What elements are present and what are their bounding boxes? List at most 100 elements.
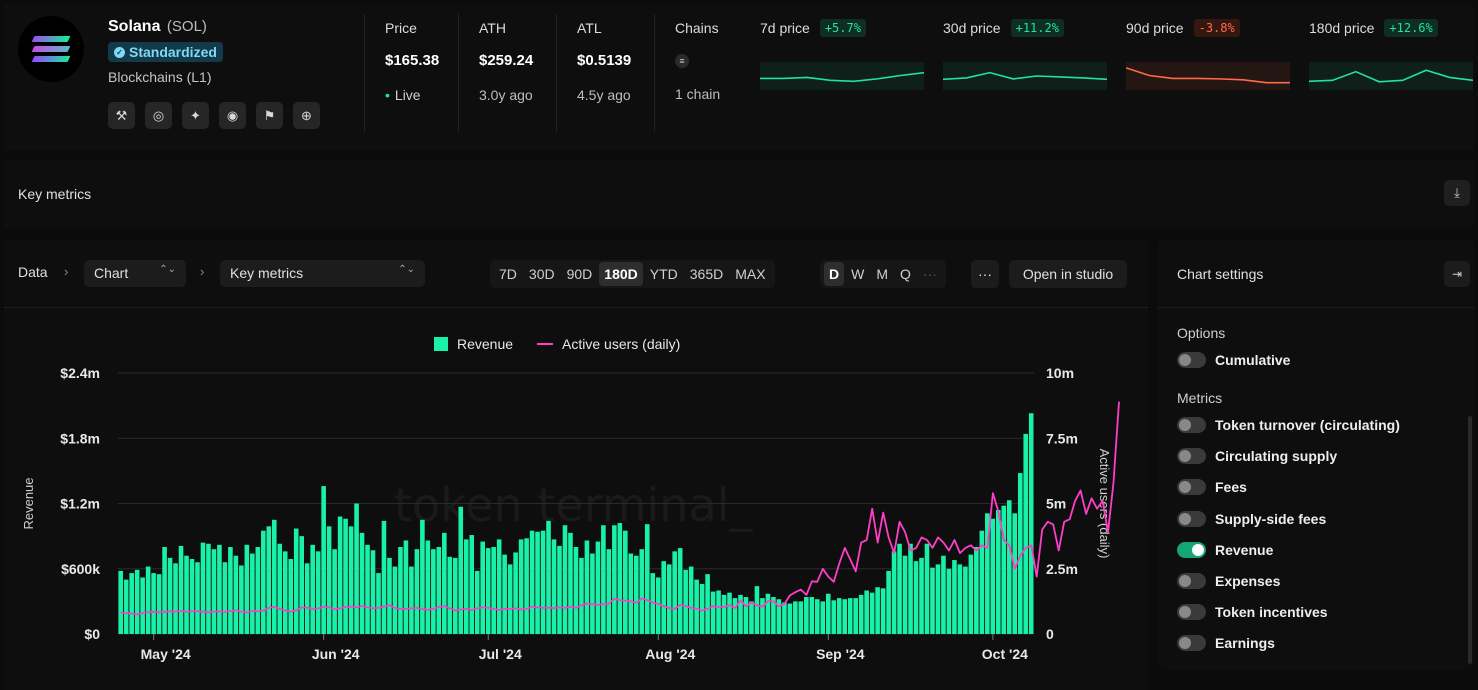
revenue-bar[interactable] [189,558,195,634]
revenue-bar[interactable] [414,549,420,635]
revenue-bar[interactable] [228,547,233,634]
price-change-1[interactable]: 30d price +11.2% [943,14,1109,100]
revenue-bar[interactable] [743,597,749,634]
settings-scrollbar[interactable] [1468,416,1472,664]
revenue-bar[interactable] [310,544,315,634]
revenue-bar[interactable] [1028,413,1034,634]
revenue-bar[interactable] [513,552,518,634]
revenue-bar[interactable] [551,539,557,634]
revenue-bar[interactable] [710,591,716,634]
metric-circulating-supply[interactable]: Circulating supply [1177,448,1337,465]
revenue-bar[interactable] [793,601,798,635]
revenue-bar[interactable] [173,563,178,634]
revenue-bar[interactable] [293,528,299,634]
twitter-icon[interactable]: ✦ [182,102,209,129]
revenue-bar[interactable] [442,532,447,634]
revenue-bar[interactable] [974,547,979,634]
revenue-bar[interactable] [776,599,782,634]
revenue-bar[interactable] [858,594,864,634]
revenue-bar[interactable] [979,530,985,634]
revenue-bar[interactable] [431,549,436,635]
revenue-bar[interactable] [118,570,123,635]
revenue-bar[interactable] [820,601,826,635]
globe-icon[interactable]: ⊕ [293,102,320,129]
revenue-bar[interactable] [255,547,261,634]
granularity-option-q[interactable]: Q [900,266,911,282]
toggle-switch[interactable] [1177,541,1206,558]
revenue-bar[interactable] [891,551,897,634]
revenue-bar[interactable] [568,532,573,634]
revenue-bar[interactable] [1001,505,1007,634]
metric-token-turnover-circulating[interactable]: Token turnover (circulating) [1177,417,1400,433]
legend-revenue[interactable]: Revenue [434,336,513,352]
revenue-bar[interactable] [403,540,409,635]
metric-earnings[interactable]: Earnings [1177,635,1275,652]
revenue-bar[interactable] [1006,500,1012,634]
revenue-bar[interactable] [683,569,688,634]
revenue-bar[interactable] [1012,513,1018,634]
revenue-bar[interactable] [200,542,206,634]
revenue-bar[interactable] [557,545,562,634]
range-option-365d[interactable]: 365D [689,266,724,282]
revenue-bar[interactable] [760,598,765,634]
option-cumulative[interactable]: Cumulative [1177,352,1290,368]
revenue-bar[interactable] [913,561,919,634]
revenue-bar[interactable] [491,547,496,634]
revenue-bar[interactable] [601,525,606,634]
revenue-bar[interactable] [732,598,738,634]
revenue-bar[interactable] [644,524,650,634]
revenue-bar[interactable] [996,510,1001,634]
granularity-option-w[interactable]: W [851,266,865,282]
revenue-bar[interactable] [886,570,891,635]
revenue-bar[interactable] [727,592,732,634]
revenue-bar[interactable] [485,548,491,634]
more-button[interactable]: ··· [971,260,999,288]
granularity-option-m[interactable]: M [876,266,889,282]
breadcrumb-data[interactable]: Data [18,264,48,280]
revenue-bar[interactable] [398,547,403,634]
price-change-0[interactable]: 7d price +5.7% [760,14,926,100]
revenue-bar[interactable] [271,519,277,634]
revenue-bar[interactable] [299,536,304,635]
range-option-ytd[interactable]: YTD [649,266,678,282]
toggle-switch[interactable] [1177,448,1206,465]
metric-fees[interactable]: Fees [1177,479,1247,496]
solana-chain-icon[interactable]: ≡ [675,54,689,68]
revenue-bar[interactable] [666,564,672,634]
revenue-bar[interactable] [677,548,683,634]
revenue-bar[interactable] [924,543,930,634]
revenue-bar[interactable] [387,557,392,635]
revenue-bar[interactable] [332,549,337,635]
revenue-bar[interactable] [804,597,809,634]
revenue-bar[interactable] [623,530,628,634]
revenue-bar[interactable] [869,592,875,634]
revenue-bar[interactable] [304,563,310,634]
revenue-bar[interactable] [705,574,710,634]
toggle-switch[interactable] [1177,604,1206,621]
toggle-switch[interactable] [1177,573,1206,589]
range-option-7d[interactable]: 7D [499,266,517,282]
revenue-bar[interactable] [469,535,475,634]
revenue-bar[interactable] [288,558,294,634]
revenue-bar[interactable] [151,573,156,634]
revenue-bar[interactable] [897,543,902,634]
revenue-bar[interactable] [902,555,908,634]
revenue-bar[interactable] [535,531,540,634]
revenue-bar[interactable] [217,544,222,634]
revenue-bar[interactable] [815,599,820,634]
revenue-bar[interactable] [672,551,677,634]
asset-title[interactable]: Solana (SOL) [108,18,207,36]
revenue-bar[interactable] [156,574,162,634]
revenue-bar[interactable] [266,526,272,634]
metric-revenue[interactable]: Revenue [1177,541,1273,558]
revenue-bar[interactable] [930,567,935,634]
revenue-bar[interactable] [167,557,173,635]
revenue-bar[interactable] [370,550,376,634]
revenue-bar[interactable] [250,553,255,634]
revenue-bar[interactable] [282,551,288,634]
revenue-bar[interactable] [321,486,326,634]
open-in-studio-button[interactable]: Open in studio [1009,260,1127,288]
asset-category[interactable]: Blockchains (L1) [108,69,212,85]
revenue-bar[interactable] [847,598,853,634]
revenue-bar[interactable] [474,570,480,635]
